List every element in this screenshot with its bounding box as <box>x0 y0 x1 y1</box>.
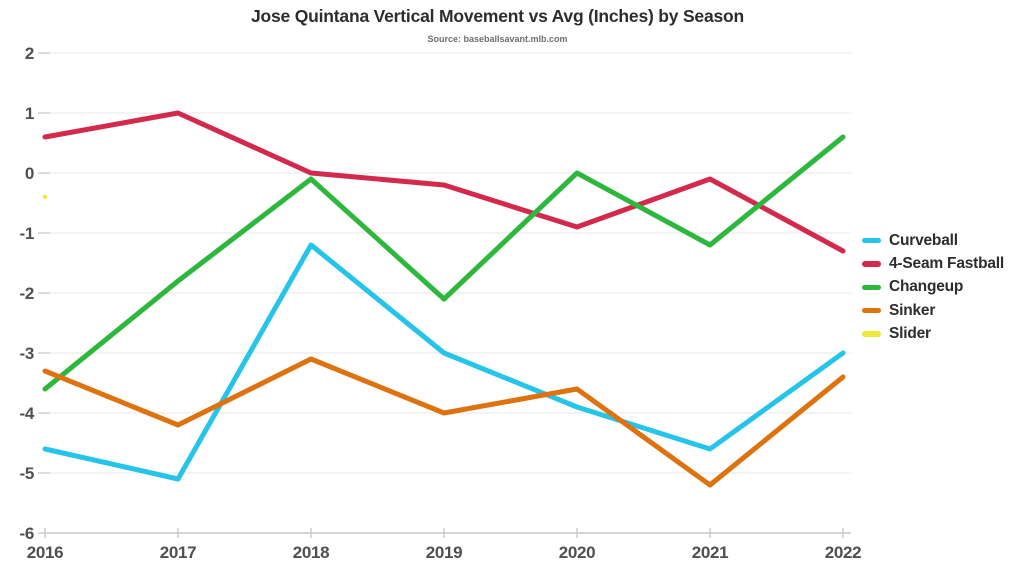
series-line-changeup <box>42 134 846 392</box>
y-tick-label: 2 <box>25 44 34 63</box>
y-tick-label: -2 <box>19 284 34 303</box>
x-tick-label: 2018 <box>293 543 330 562</box>
legend-swatch-changeup <box>862 284 881 291</box>
legend-item-4-seam-fastball: 4-Seam Fastball <box>862 254 1004 273</box>
chart-subtitle: Source: baseballsavant.mlb.com <box>427 34 568 44</box>
legend-label: 4-Seam Fastball <box>889 254 1005 272</box>
series-line-4-seam-fastball <box>42 110 846 254</box>
legend-swatch-slider <box>862 331 881 337</box>
x-tick-label: 2022 <box>825 543 862 562</box>
legend-swatch-sinker <box>862 307 881 314</box>
legend-label: Sinker <box>889 301 936 319</box>
legend-label: Changeup <box>889 278 964 296</box>
y-tick-label: 0 <box>25 164 34 183</box>
x-tick-label: 2017 <box>160 543 197 562</box>
y-tick-label: 1 <box>25 104 34 123</box>
legend-item-slider: Slider <box>862 325 1004 344</box>
legend-label: Slider <box>889 325 931 343</box>
legend-item-changeup: Changeup <box>862 278 1004 297</box>
x-tick-label: 2020 <box>559 543 596 562</box>
chart-legend: Curveball 4-Seam Fastball Changeup Sinke… <box>862 231 1004 344</box>
x-tick-label: 2019 <box>426 543 463 562</box>
y-tick-label: -3 <box>19 344 34 363</box>
legend-swatch-4-seam-fastball <box>862 261 881 267</box>
x-tick-label: 2021 <box>692 543 729 562</box>
legend-label: Curveball <box>889 231 958 249</box>
chart-title: Jose Quintana Vertical Movement vs Avg (… <box>250 6 745 26</box>
series-line-curveball <box>42 242 846 482</box>
series-point-slider <box>42 194 48 200</box>
x-tick-label: 2016 <box>27 543 64 562</box>
y-tick-label: -5 <box>19 464 34 483</box>
legend-item-curveball: Curveball <box>862 231 1004 250</box>
series-line-sinker <box>42 356 846 488</box>
y-tick-label: -6 <box>19 524 34 543</box>
y-tick-label: -4 <box>19 404 34 423</box>
y-tick-label: -1 <box>19 224 34 243</box>
legend-swatch-curveball <box>862 237 881 244</box>
legend-item-sinker: Sinker <box>862 301 1004 320</box>
